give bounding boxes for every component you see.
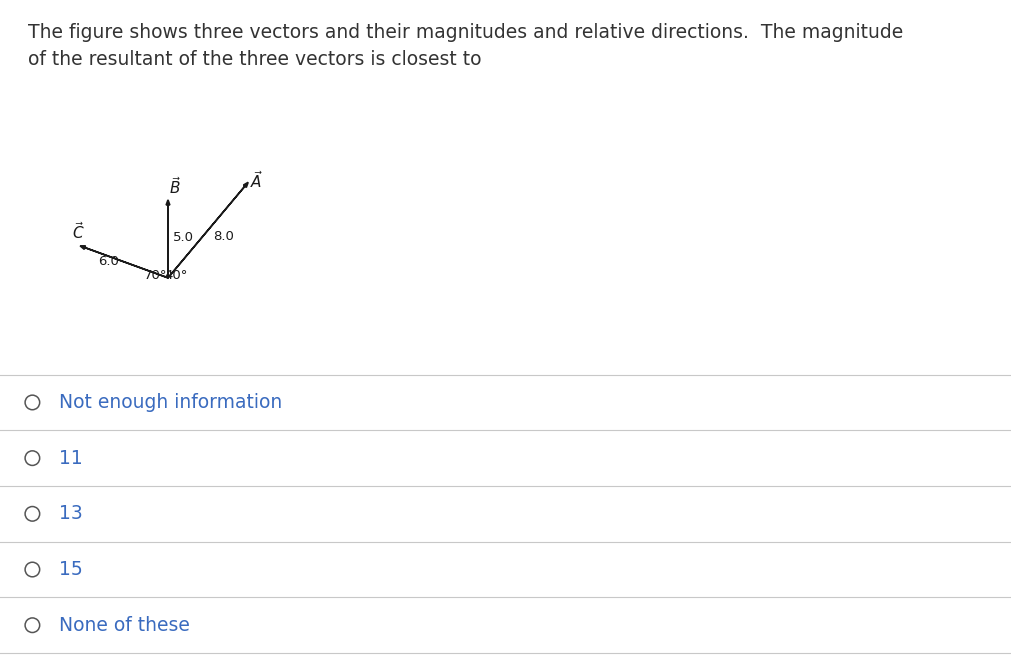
Text: 15: 15 <box>59 560 82 579</box>
Text: of the resultant of the three vectors is closest to: of the resultant of the three vectors is… <box>28 50 481 69</box>
Text: 13: 13 <box>59 505 82 523</box>
FancyArrow shape <box>168 182 248 278</box>
Text: $\vec{C}$: $\vec{C}$ <box>73 221 85 243</box>
Text: None of these: None of these <box>59 616 189 634</box>
FancyArrow shape <box>80 246 168 278</box>
Text: 6.0: 6.0 <box>98 255 119 269</box>
Text: 70°: 70° <box>145 269 168 282</box>
Text: 5.0: 5.0 <box>173 231 194 244</box>
FancyArrow shape <box>166 200 170 278</box>
Text: 8.0: 8.0 <box>213 231 235 243</box>
Text: $\vec{A}$: $\vec{A}$ <box>250 170 263 192</box>
Text: 40°: 40° <box>164 269 187 282</box>
Text: The figure shows three vectors and their magnitudes and relative directions.  Th: The figure shows three vectors and their… <box>28 23 903 42</box>
Text: $\vec{B}$: $\vec{B}$ <box>169 176 181 197</box>
Text: Not enough information: Not enough information <box>59 393 282 412</box>
Text: 11: 11 <box>59 449 82 467</box>
